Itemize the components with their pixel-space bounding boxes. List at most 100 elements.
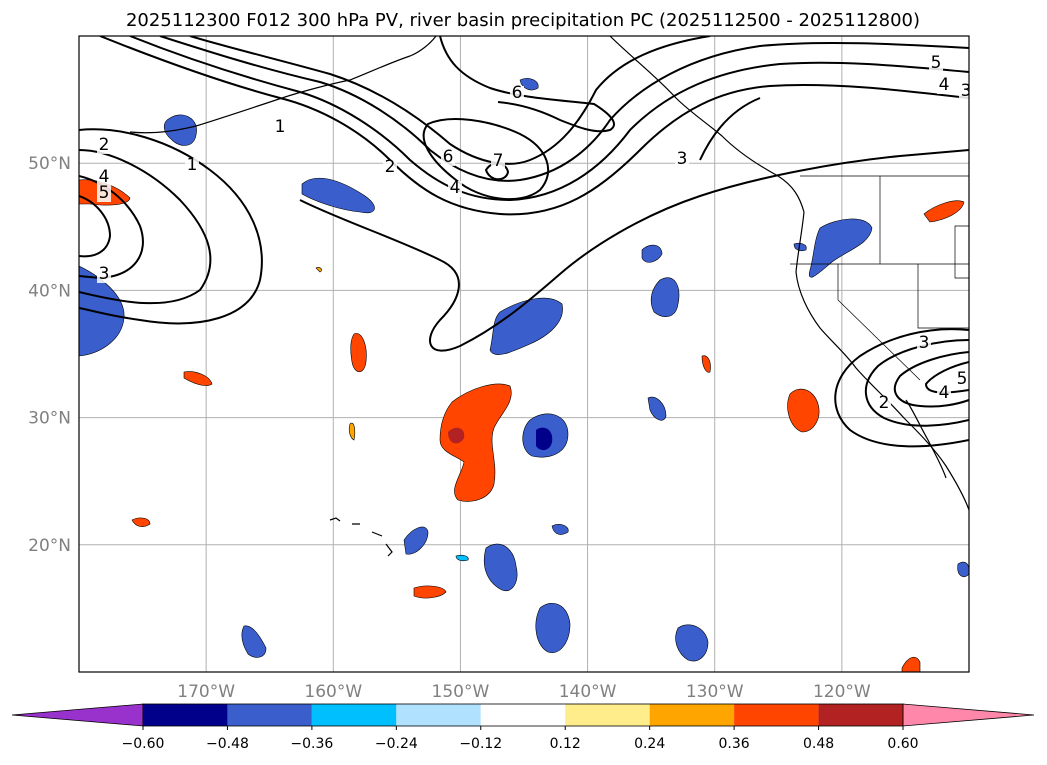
- precip-negative-region: [483, 543, 518, 592]
- lon-tick-label: 160°W: [304, 682, 362, 702]
- precip-negative-region: [957, 561, 969, 577]
- contour-label-bg: [937, 386, 951, 402]
- contour-label-bg: [877, 396, 891, 412]
- precip-positive-region: [348, 422, 356, 441]
- contour-label-bg: [97, 138, 111, 154]
- precip-negative-region: [641, 244, 663, 263]
- precip-positive-region: [183, 371, 213, 386]
- north-america-west-coastline: [795, 211, 969, 511]
- precip-negative-region: [551, 524, 569, 535]
- precip-negative-region: [536, 427, 553, 451]
- contour-label: 5: [99, 183, 110, 203]
- precip-positive-region: [413, 585, 447, 599]
- map-frame: [78, 35, 970, 673]
- contour-label-bg: [273, 120, 287, 136]
- contour-label: 4: [939, 75, 950, 95]
- contour-label: 4: [939, 383, 950, 403]
- alaska-panhandle-coastline: [609, 36, 805, 213]
- precip-negative-region: [163, 114, 197, 146]
- contour-label-bg: [955, 372, 969, 388]
- contour-label: 2: [879, 393, 890, 413]
- lon-tick-label: 120°W: [813, 682, 871, 702]
- contour-label: 6: [443, 147, 454, 167]
- contour-label-bg: [937, 78, 951, 94]
- contour-label: 1: [187, 155, 198, 175]
- precip-negative-region: [241, 625, 267, 658]
- pv-contours: [79, 36, 969, 448]
- contour-label-bg: [510, 86, 524, 102]
- colorbar-segment: [649, 704, 735, 726]
- contour-label: 3: [961, 81, 972, 101]
- lon-tick-label: 150°W: [432, 682, 490, 702]
- colorbar-segment: [227, 704, 312, 726]
- contour-label: 3: [677, 149, 688, 169]
- precip-negative-region: [455, 554, 469, 562]
- lon-tick-label: 140°W: [559, 682, 617, 702]
- colorbar-segment: [818, 704, 903, 726]
- contour-label: 4: [99, 167, 110, 187]
- contour-label-bg: [448, 181, 462, 197]
- contour-label-bg: [185, 158, 199, 174]
- hawaii-islands: [329, 517, 393, 557]
- precip-positive-region: [448, 427, 465, 444]
- contour-label: 1: [275, 117, 286, 137]
- contour-label: 6: [512, 83, 523, 103]
- colorbar-segment: [565, 704, 650, 726]
- colorbar-tick-label: −0.36: [290, 736, 333, 752]
- colorbar-tick-label: −0.12: [459, 736, 502, 752]
- contour-label-bg: [917, 336, 931, 352]
- contour-label: 5: [957, 369, 968, 389]
- colorbar-frame: [142, 703, 904, 727]
- precip-negative-region: [647, 396, 667, 421]
- colorbar-tick-label: 0.24: [634, 736, 665, 752]
- colorbar-segment: [734, 704, 819, 726]
- alaska-coastline: [129, 36, 437, 134]
- colorbar-tick-label: −0.60: [122, 736, 165, 752]
- precip-positive-region: [439, 383, 512, 502]
- precip-positive-region: [901, 656, 921, 672]
- state-borders: [790, 175, 969, 381]
- latitude-labels: 50°N 40°N 30°N 20°N: [28, 154, 71, 556]
- precip-negative-region: [301, 177, 375, 214]
- lat-tick-label: 20°N: [28, 536, 71, 556]
- precip-negative-region: [535, 603, 571, 653]
- lon-tick-label: 130°W: [686, 682, 744, 702]
- gridlines: [79, 36, 969, 672]
- contour-label-bg: [929, 56, 943, 72]
- precip-positive-region: [701, 355, 711, 373]
- lat-tick-label: 50°N: [28, 154, 71, 174]
- precip-positive-region: [350, 333, 367, 373]
- colorbar-tick-label: 0.48: [803, 736, 834, 752]
- contour-label: 3: [99, 264, 110, 284]
- colorbar-extend-low: [11, 703, 144, 727]
- longitude-labels: 170°W 160°W 150°W 140°W 130°W 120°W: [177, 682, 871, 702]
- contour-label: 2: [385, 157, 396, 177]
- contour-label-bg: [97, 170, 111, 186]
- contour-label: 4: [450, 178, 461, 198]
- contour-label-bg: [675, 152, 689, 168]
- chart-title: 2025112300 F012 300 hPa PV, river basin …: [126, 10, 920, 31]
- contour-label: 3: [919, 333, 930, 353]
- contour-label-bg: [441, 150, 455, 166]
- lat-tick-label: 40°N: [28, 281, 71, 301]
- colorbar-segment: [311, 704, 397, 726]
- colorbar-segment: [480, 704, 566, 726]
- colorbar-tick-label: 0.60: [887, 736, 918, 752]
- map-background: [79, 36, 969, 672]
- colorbar-tick-label: 0.12: [550, 736, 581, 752]
- precipitation-anomalies: [79, 78, 969, 672]
- contour-label: 5: [931, 53, 942, 73]
- contour-label-bg: [491, 154, 505, 170]
- contour-label-bg: [97, 267, 111, 283]
- precip-negative-region: [403, 526, 429, 555]
- colorbar: −0.60 −0.48 −0.36 −0.24 −0.12 0.12 0.24 0.36 0.4…: [11, 703, 1035, 752]
- baja-coastline: [905, 399, 947, 479]
- precip-negative-region: [809, 218, 873, 278]
- lon-tick-label: 170°W: [177, 682, 235, 702]
- precip-positive-region: [923, 200, 965, 223]
- colorbar-segment: [396, 704, 481, 726]
- coastlines: [129, 36, 969, 557]
- precip-positive-region: [131, 517, 151, 527]
